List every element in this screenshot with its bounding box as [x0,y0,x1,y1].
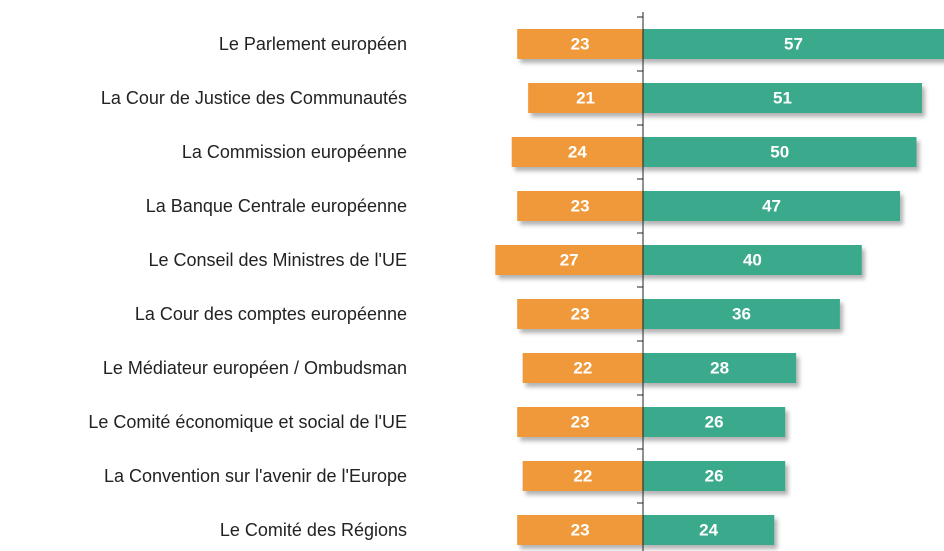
category-label: Le Comité des Régions [220,520,407,540]
category-label: La Convention sur l'avenir de l'Europe [104,466,407,486]
axis [637,12,644,551]
value-label: 22 [573,467,592,486]
bar [643,461,786,491]
category-label: La Commission européenne [182,142,407,162]
category-label: Le Comité économique et social de l'UE [88,412,407,432]
bar [517,407,643,437]
value-label: 24 [699,521,718,540]
bar [511,137,643,167]
value-label: 23 [571,197,590,216]
bar [643,353,797,383]
bar [522,461,643,491]
bar [643,137,917,167]
bar [643,29,944,59]
value-label: 22 [573,359,592,378]
bar [643,191,901,221]
value-label: 23 [571,413,590,432]
bar [643,83,922,113]
value-label: 23 [571,35,590,54]
value-label: 26 [705,467,724,486]
bar [517,515,643,545]
bar [643,407,786,437]
bar [643,245,862,275]
value-label: 26 [705,413,724,432]
bar [522,353,643,383]
value-label: 23 [571,521,590,540]
value-label: 27 [560,251,579,270]
bars: Le Parlement européen 23 57 La Cour de Just… [88,29,944,545]
bar [643,515,775,545]
value-label: 24 [568,143,587,162]
value-label: 51 [773,89,792,108]
category-label: Le Médiateur européen / Ombudsman [103,358,407,378]
bar [517,299,643,329]
bar [517,191,643,221]
bar [643,299,840,329]
value-label: 36 [732,305,751,324]
value-label: 28 [710,359,729,378]
category-label: La Cour des comptes européenne [135,304,407,324]
value-label: 40 [743,251,762,270]
value-label: 23 [571,305,590,324]
bar [528,83,643,113]
category-label: Le Conseil des Ministres de l'UE [148,250,407,270]
category-label: Le Parlement européen [219,34,407,54]
category-label: La Banque Centrale européenne [146,196,407,216]
value-label: 21 [576,89,595,108]
bar [495,245,643,275]
category-label: La Cour de Justice des Communautés [101,88,407,108]
value-label: 47 [762,197,781,216]
value-label: 50 [770,143,789,162]
bar [517,29,643,59]
value-label: 57 [784,35,803,54]
